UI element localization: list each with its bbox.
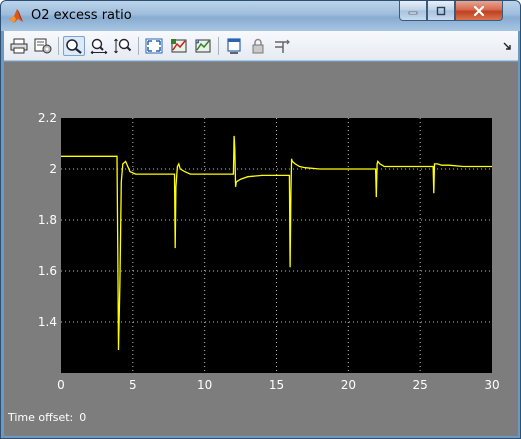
toolbar (4, 31, 518, 61)
tick-labels: 0 5 10 15 20 25 30 1.4 1.6 1.8 2 2.2 (38, 111, 500, 392)
zoom-button[interactable] (63, 36, 85, 56)
autoscale-icon (145, 38, 163, 54)
x-tick-label: 30 (484, 378, 499, 392)
save-axes-button[interactable] (168, 36, 190, 56)
printer-icon (10, 38, 28, 54)
print-button[interactable] (8, 36, 30, 56)
close-icon (473, 5, 485, 16)
save-axes-icon (171, 39, 187, 53)
minimize-icon (408, 11, 418, 14)
autoscale-button[interactable] (143, 36, 165, 56)
y-tick-label: 2 (49, 162, 57, 176)
zoom-x-button[interactable] (88, 36, 110, 56)
grid (61, 118, 492, 373)
lock-button[interactable] (247, 36, 269, 56)
y-tick-label: 1.6 (38, 264, 57, 278)
float-button[interactable] (223, 36, 245, 56)
x-tick-label: 5 (129, 378, 137, 392)
x-tick-label: 20 (341, 378, 356, 392)
zoom-y-button[interactable] (112, 36, 134, 56)
x-tick-label: 0 (57, 378, 65, 392)
toolbar-overflow-icon[interactable] (502, 41, 512, 51)
lock-icon (252, 38, 264, 54)
zoom-x-icon (90, 38, 108, 54)
close-button[interactable] (455, 1, 503, 21)
minimize-button[interactable] (399, 1, 427, 21)
maximize-button[interactable] (427, 1, 455, 21)
restore-axes-icon (195, 39, 211, 53)
restore-axes-button[interactable] (192, 36, 214, 56)
y-tick-label: 1.4 (38, 315, 57, 329)
status-bar: Time offset: 0 (8, 411, 86, 424)
time-offset-label: Time offset: (8, 411, 74, 424)
parameters-button[interactable] (32, 36, 54, 56)
y-tick-label: 2.2 (38, 111, 57, 125)
x-tick-label: 10 (197, 378, 212, 392)
matlab-icon (9, 9, 23, 23)
series-line (61, 135, 492, 351)
window-title: O2 excess ratio (31, 8, 132, 23)
title-bar[interactable]: O2 excess ratio (1, 1, 520, 31)
zoom-icon (66, 39, 82, 54)
time-offset-value: 0 (79, 411, 87, 424)
signal-selector-icon (275, 39, 290, 53)
toolbar-separator (138, 37, 139, 55)
signal-selector-button[interactable] (271, 36, 293, 56)
float-icon (227, 38, 241, 54)
x-tick-label: 25 (413, 378, 428, 392)
toolbar-separator (58, 37, 59, 55)
scope-figure: 0 5 10 15 20 25 30 1.4 1.6 1.8 2 2.2 Time offset: 0 (4, 62, 518, 436)
x-tick-label: 15 (269, 378, 284, 392)
parameters-icon (34, 38, 52, 54)
zoom-y-icon (114, 38, 132, 54)
y-tick-label: 1.8 (38, 213, 57, 227)
maximize-icon (436, 6, 446, 15)
scope-plot[interactable]: 0 5 10 15 20 25 30 1.4 1.6 1.8 2 2.2 (4, 62, 518, 407)
toolbar-separator (218, 37, 219, 55)
